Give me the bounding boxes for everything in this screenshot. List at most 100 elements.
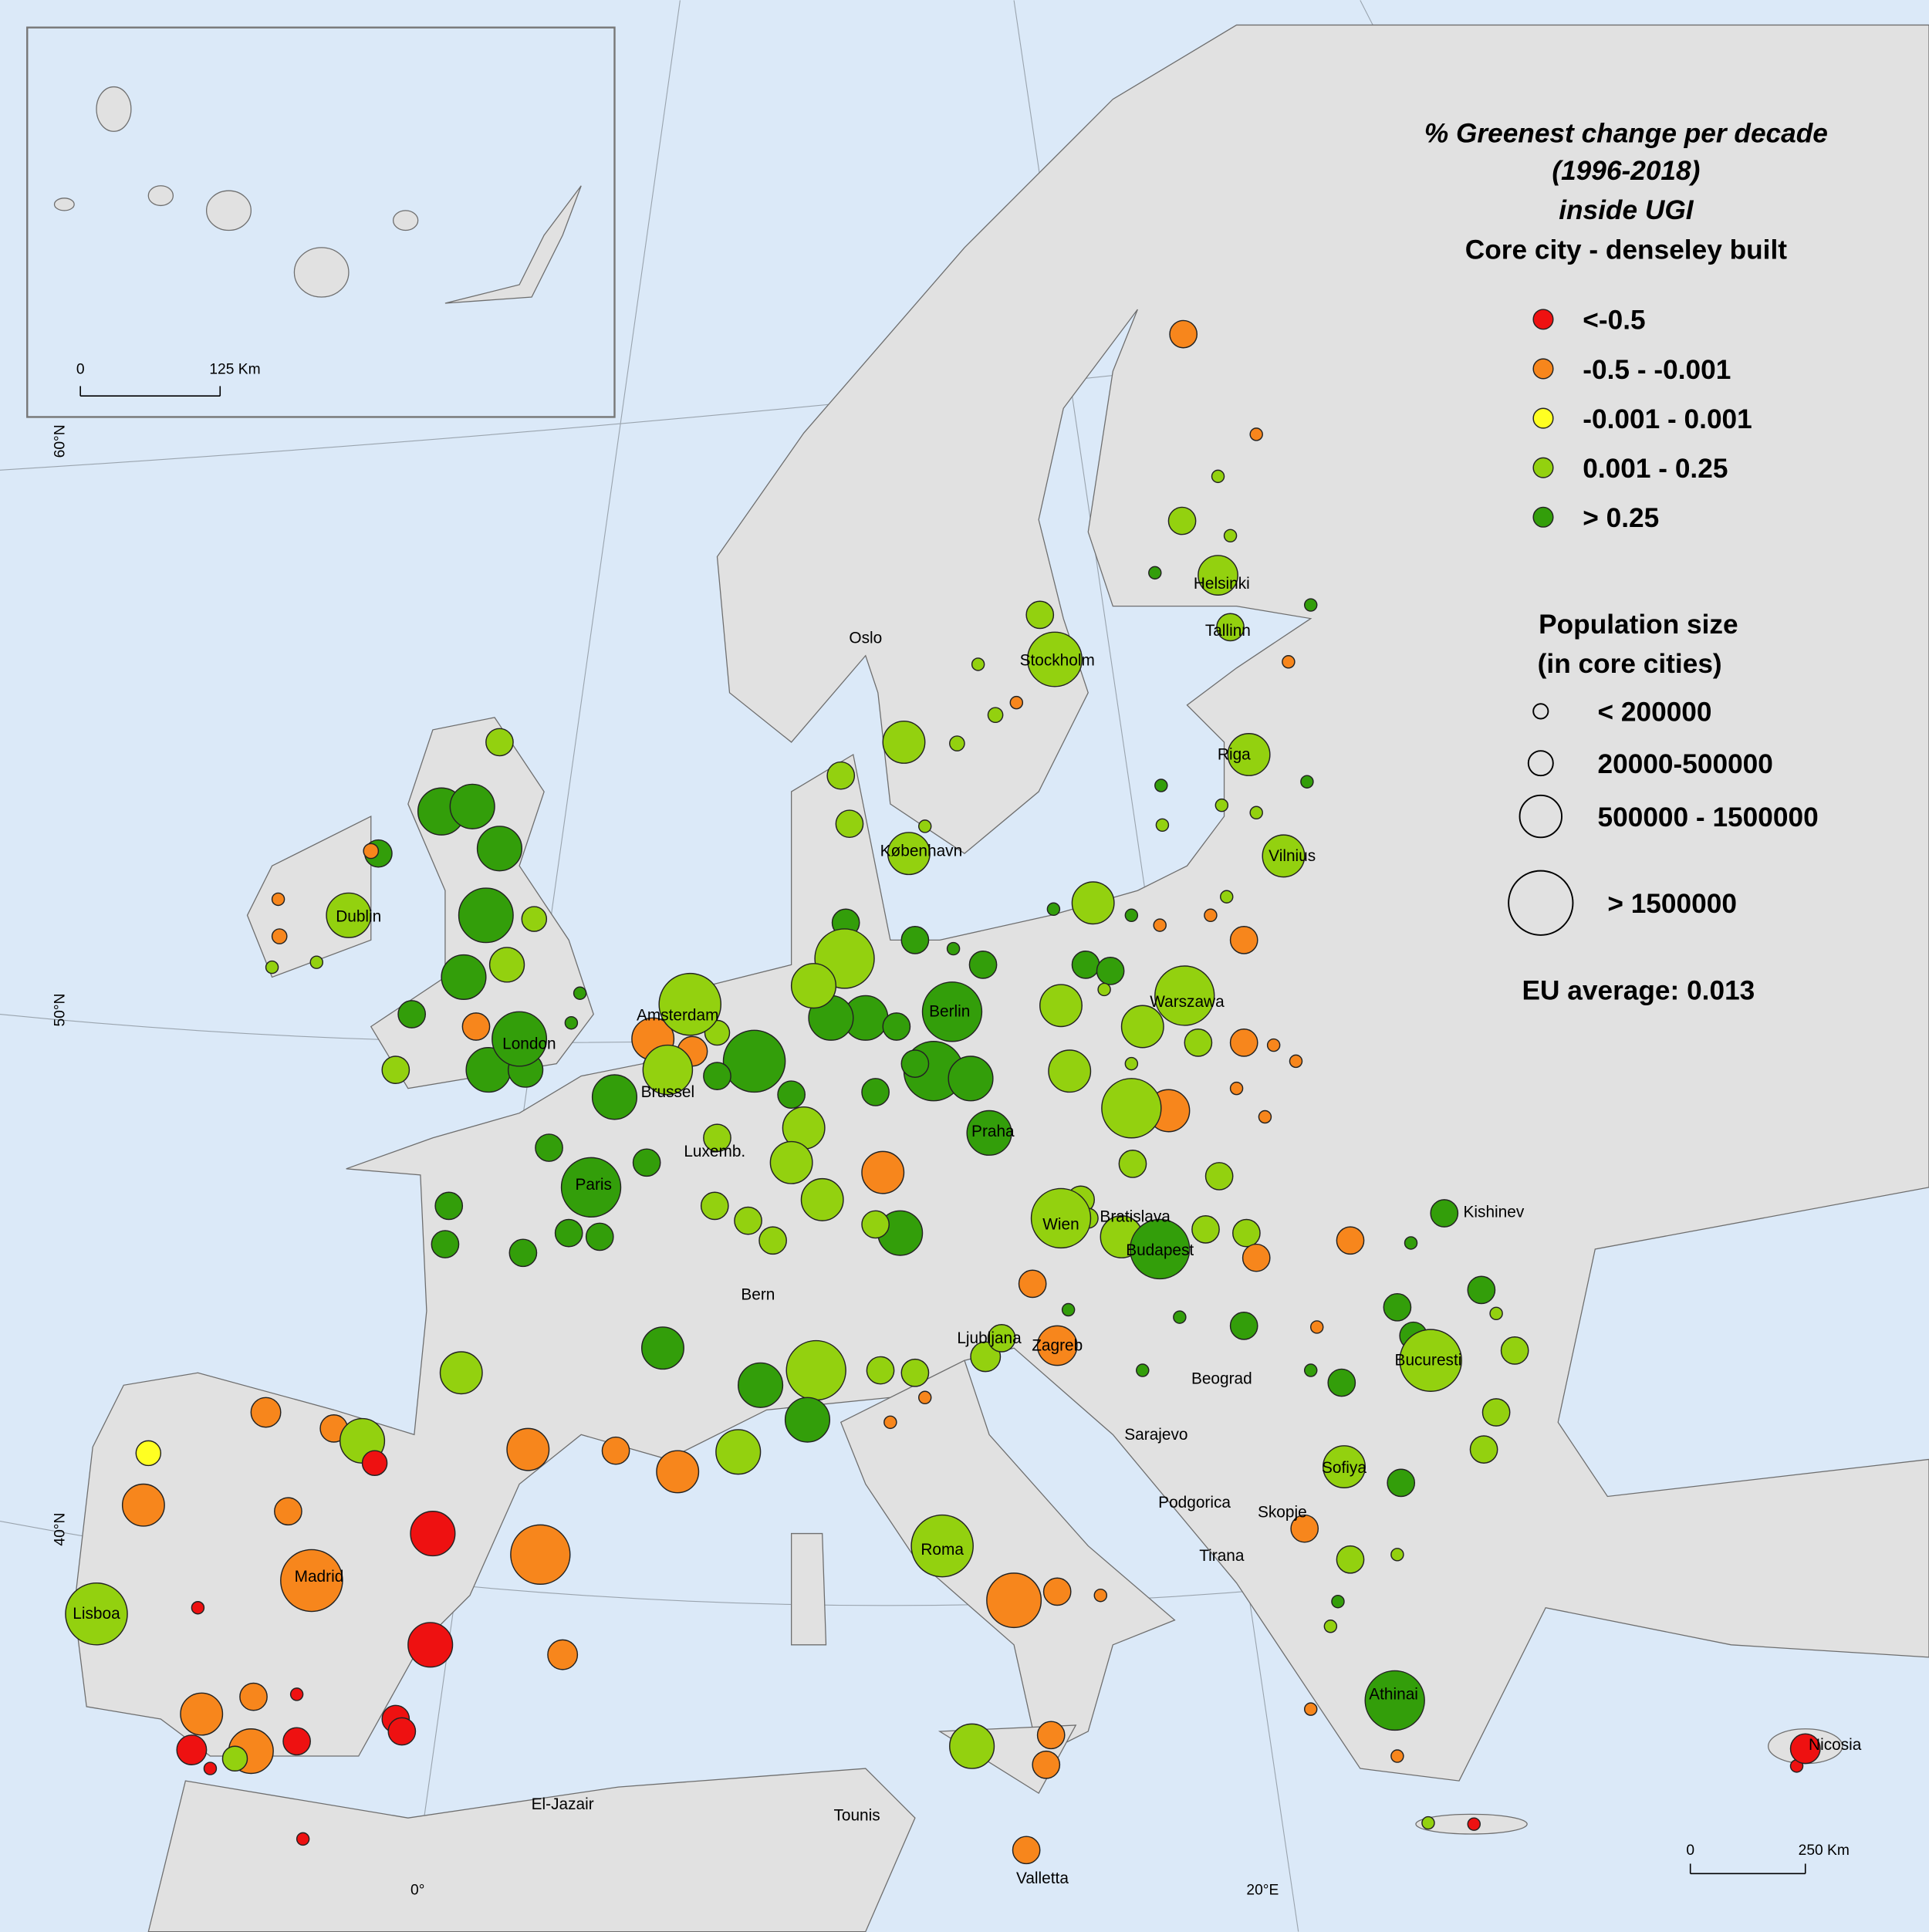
city-point [601,1436,630,1465]
city-label: Madrid [295,1568,344,1586]
city-point [1191,1214,1220,1244]
city-point [1327,1368,1356,1397]
city-point [1071,951,1100,979]
city-point [1300,775,1314,789]
city-point [1249,806,1263,820]
city-point [1036,1325,1078,1366]
city-label: Helsinki [1194,575,1250,593]
city-point [1227,732,1271,776]
city-point [271,928,288,944]
city-point [987,1324,1016,1353]
city-point [1789,1733,1821,1765]
city-label: Valletta [1016,1870,1069,1887]
city-point [381,1056,410,1084]
city-point [968,951,998,979]
city-point [1148,566,1162,580]
city-label: Tirana [1199,1547,1245,1565]
city-point [1229,1028,1258,1057]
city-point [703,1062,731,1090]
city-label: Praha [971,1123,1015,1140]
city-label: Luxemb. [684,1143,745,1160]
city-labels: Oslo Stockholm Helsinki Tallinn Riga Vilnius K… [73,575,1861,1887]
city-point [861,1078,890,1106]
city-point [1211,469,1225,484]
city-point [1173,1310,1187,1324]
city-point [203,1761,218,1775]
legend-swatch [1532,309,1554,330]
city-point [1154,965,1215,1026]
city-point [800,1177,844,1221]
legend-label: -0.001 - 0.001 [1583,404,1752,434]
city-point [966,1110,1012,1156]
city-point [1500,1336,1529,1365]
city-point [900,1049,930,1078]
city-point [738,1362,784,1408]
city-label: Sofiya [1322,1459,1367,1477]
legend-title: Core city - denseley built [1465,235,1787,265]
city-point [1018,1269,1047,1299]
city-point [121,1483,165,1527]
city-point [769,1140,813,1184]
city-label: Bern [741,1286,775,1304]
city-label: Lisboa [73,1605,120,1623]
city-point [458,887,514,944]
city-point [271,892,285,907]
size-label: > 1500000 [1607,889,1737,919]
city-label: Riga [1218,745,1251,763]
city-point [917,1390,932,1405]
city-point [282,1727,311,1756]
city-point [1323,1620,1338,1633]
city-point [1136,1363,1150,1377]
legend: % Greenest change per decade (1996-2018)… [1424,119,1828,1006]
city-point [1167,506,1197,535]
city-point [506,1427,550,1471]
city-point [521,906,548,932]
city-label: Ljubljana [957,1329,1022,1347]
city-point [866,1356,895,1385]
legend-title: (1996-2018) [1552,156,1700,186]
city-point [1216,613,1245,642]
graticule-label: 20°E [1246,1883,1279,1899]
city-point [1364,1670,1425,1731]
city-label: Nicosia [1809,1736,1862,1754]
city-label: London [502,1035,556,1052]
city-point [510,1524,571,1586]
city-point [289,1687,304,1701]
size-title: Population size [1539,610,1738,640]
legend-label: 0.001 - 0.25 [1583,454,1728,484]
city-point [410,1511,456,1557]
city-point [1124,908,1139,923]
city-label: København [880,842,963,860]
size-swatch [1532,703,1549,720]
city-point [1467,1817,1481,1831]
city-label: Skopje [1258,1504,1307,1522]
city-point [1242,1243,1271,1272]
city-point [535,1133,563,1162]
city-point [910,1514,974,1578]
city-point [1489,1306,1503,1321]
city-point [309,955,323,969]
city-point [971,657,985,671]
city-label: Tounis [833,1806,880,1824]
legend-title: % Greenest change per decade [1424,119,1828,149]
city-label: Dublin [336,907,381,925]
city-point [1169,319,1198,349]
city-point [785,1339,846,1401]
city-point [1071,881,1115,925]
city-point [1266,1038,1281,1052]
city-point [573,986,587,1000]
legend-swatch [1532,407,1554,429]
city-point [554,1218,583,1248]
city-point [274,1497,302,1526]
city-point [861,1210,890,1239]
city-point [1025,600,1055,630]
city-point [1101,1078,1162,1139]
city-point [135,1440,162,1467]
city-point [790,963,837,1009]
city-point [715,1429,762,1475]
city-point [1390,1548,1404,1562]
city-point [397,1000,427,1028]
legend-swatch [1532,358,1554,380]
